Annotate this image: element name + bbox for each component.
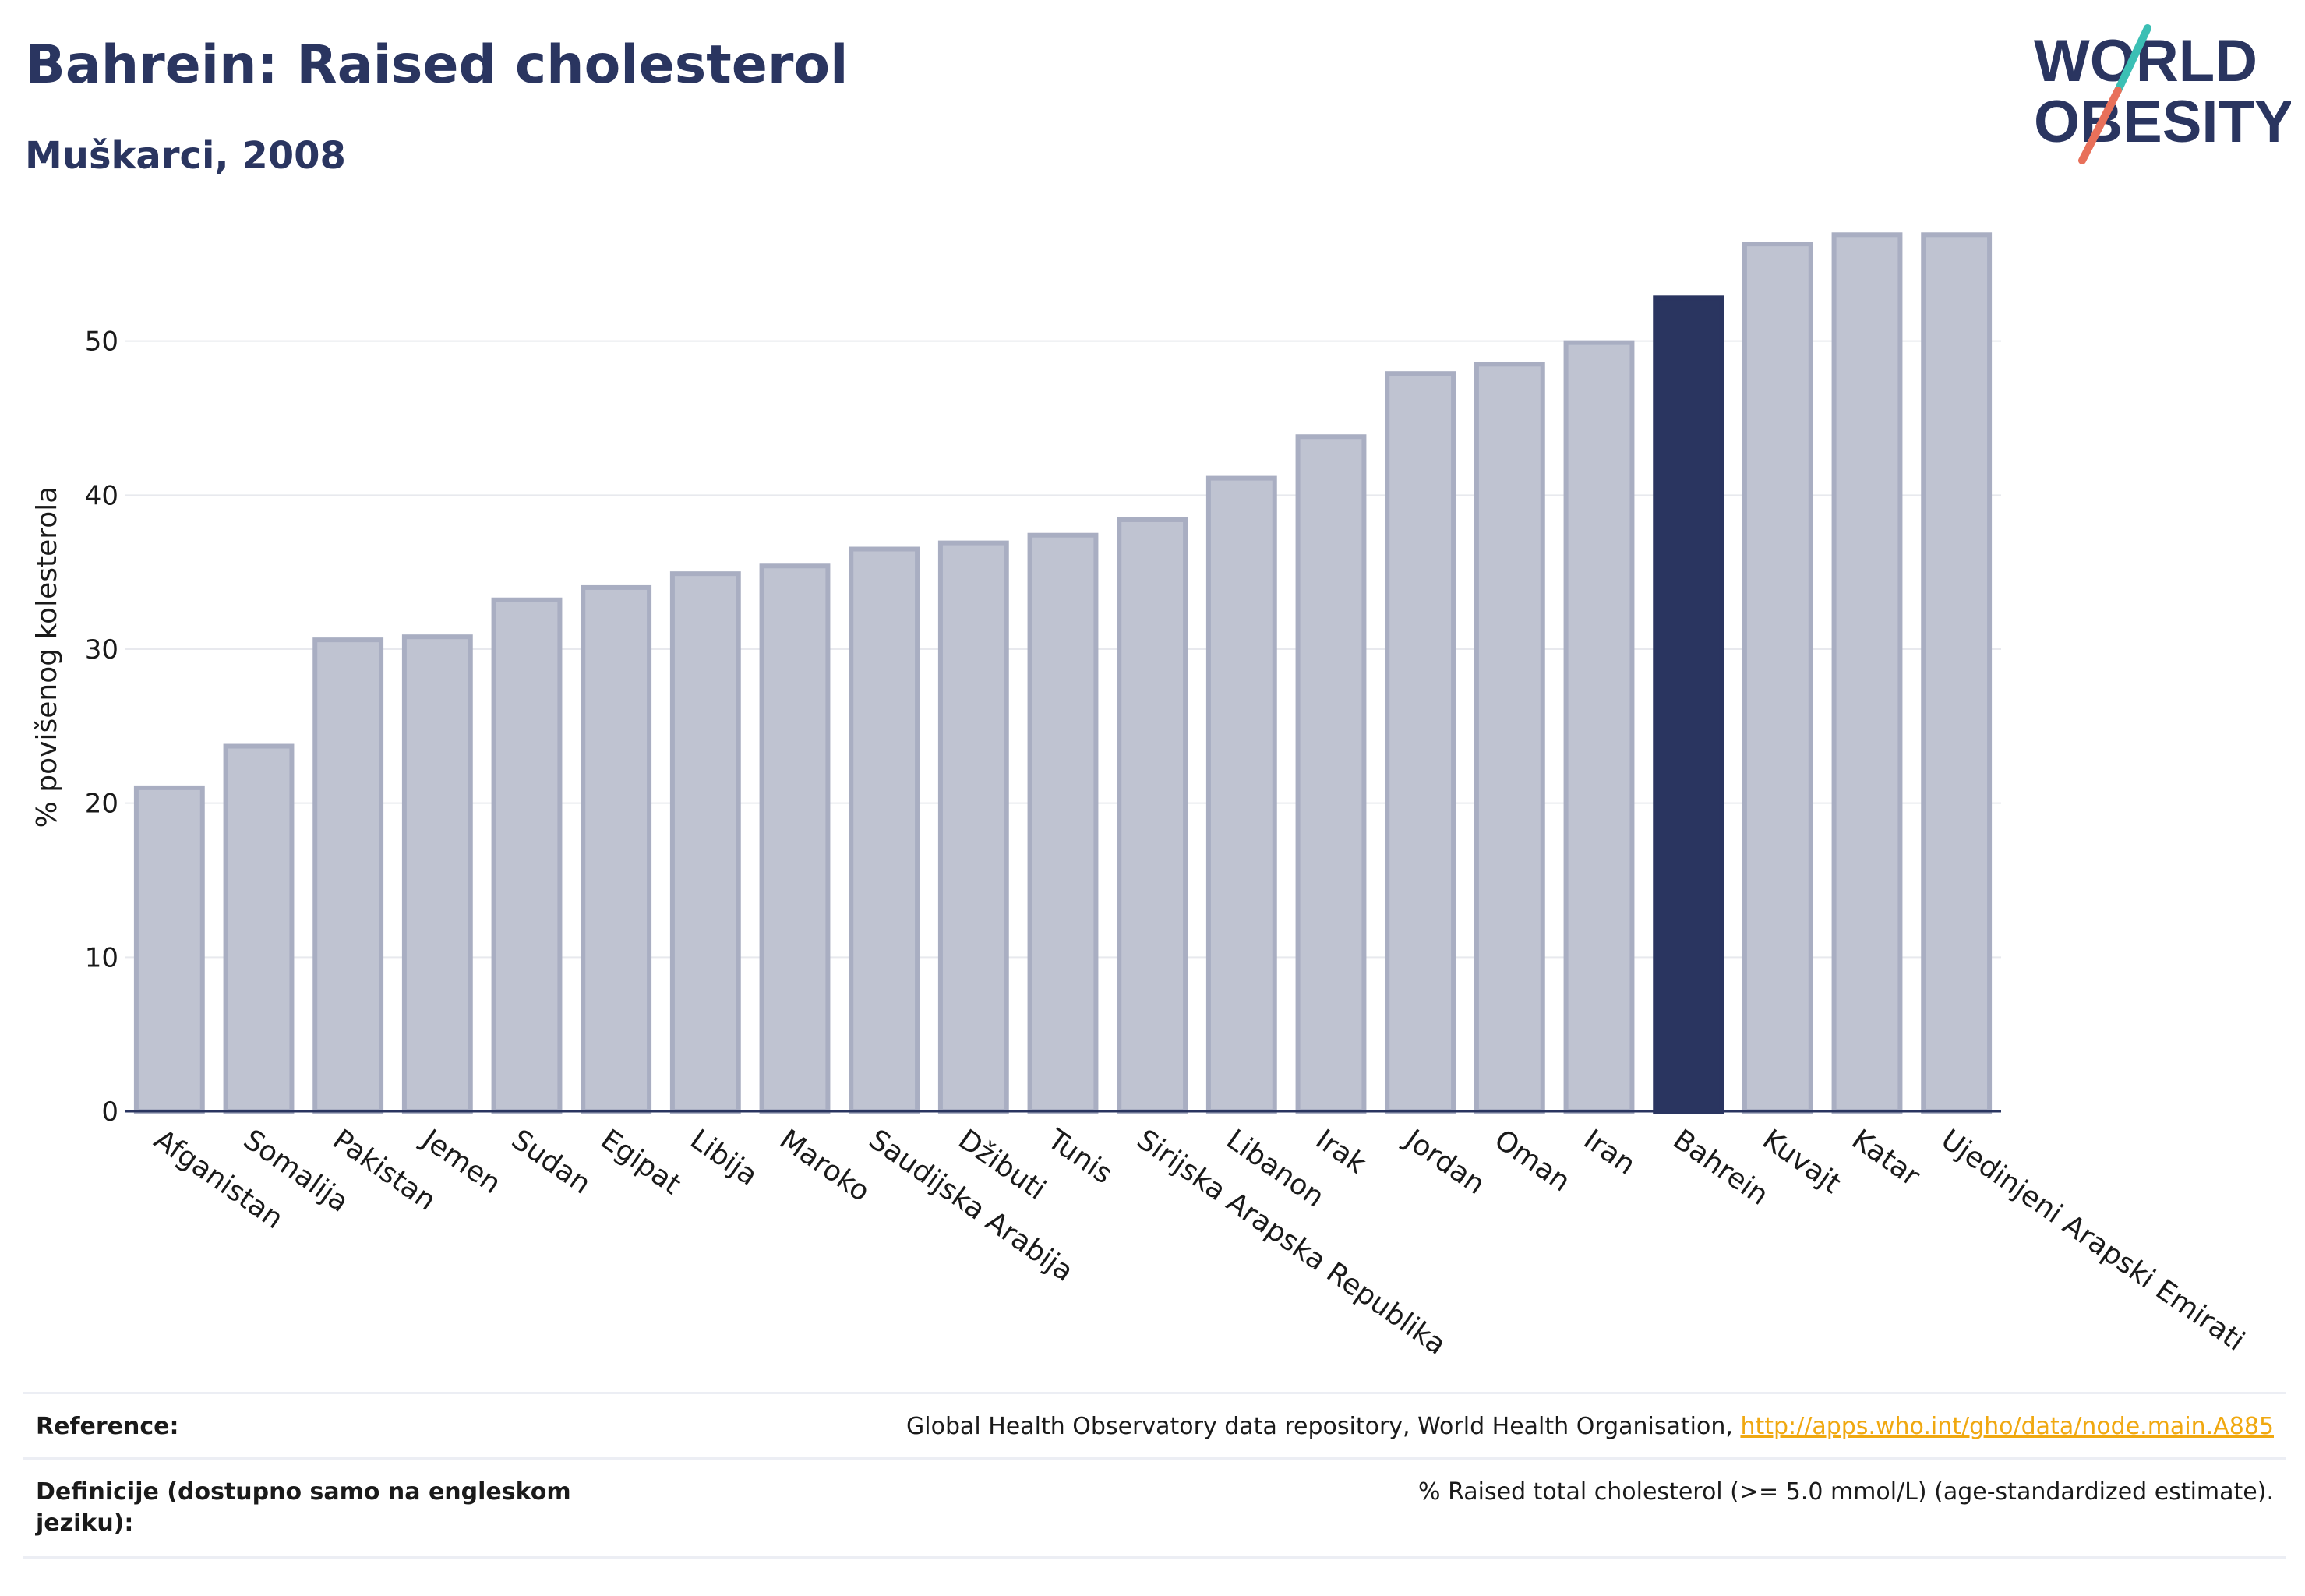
bar	[1027, 532, 1099, 1114]
bar	[581, 584, 652, 1114]
reference-value: Global Health Observatory data repositor…	[906, 1411, 2274, 1442]
x-tick-label: Iran	[1578, 1124, 1641, 1181]
bar	[133, 785, 205, 1114]
bar	[1205, 475, 1277, 1114]
x-tick-label: Bahrein	[1668, 1124, 1774, 1212]
bar	[1563, 340, 1635, 1114]
bar	[1742, 242, 1813, 1114]
bar	[223, 743, 295, 1114]
logo-slash-teal	[2114, 24, 2151, 94]
bar	[1921, 232, 1993, 1114]
y-tick-label: 30	[85, 634, 118, 666]
bar	[1653, 295, 1724, 1114]
reference-text: Global Health Observatory data repositor…	[906, 1413, 1741, 1440]
x-tick-label: Ujedinjeni Arapski Emirati	[1936, 1124, 2250, 1358]
reference-link[interactable]: http://apps.who.int/gho/data/node.main.A…	[1740, 1413, 2274, 1440]
bar	[937, 540, 1009, 1114]
x-tick-label: Katar	[1846, 1124, 1926, 1193]
x-tick-label: Egipat	[595, 1124, 687, 1201]
y-tick-label: 0	[101, 1096, 118, 1128]
logo-slash-coral	[2078, 87, 2122, 164]
bar	[1117, 517, 1188, 1114]
world-obesity-logo: WORLD OBESITY	[2034, 24, 2291, 164]
reference-label: Reference:	[36, 1413, 179, 1440]
x-tick-label: Sirijska Arapska Republika	[1131, 1124, 1452, 1361]
page-title: Bahrein: Raised cholesterol	[25, 34, 849, 96]
bar	[491, 597, 563, 1114]
bar	[1474, 362, 1545, 1114]
definition-row: Definicije (dostupno samo na engleskom j…	[23, 1457, 2286, 1559]
y-axis-label: % povišenog kolesterola	[31, 486, 63, 828]
bar	[1385, 371, 1456, 1114]
bar	[669, 571, 741, 1114]
y-tick-label: 40	[85, 480, 118, 511]
y-tick-label: 10	[85, 942, 118, 973]
x-tick-label: Sudan	[506, 1124, 596, 1201]
definition-text: % Raised total cholesterol (>= 5.0 mmol/…	[1418, 1478, 2274, 1506]
bar	[759, 563, 831, 1114]
x-tick-label: Libija	[684, 1124, 763, 1192]
x-tick-label: Tunis	[1041, 1123, 1118, 1190]
y-tick-label: 20	[85, 789, 118, 820]
definition-label: Definicije (dostupno samo na engleskom j…	[36, 1478, 571, 1537]
bar	[1831, 232, 1903, 1114]
bar	[401, 634, 473, 1114]
x-tick-label: Maroko	[774, 1124, 876, 1209]
x-tick-label: Oman	[1488, 1124, 1576, 1199]
reference-row: Reference: Global Health Observatory dat…	[23, 1392, 2286, 1460]
logo-line2: OBESITY	[2034, 89, 2291, 155]
bar	[849, 546, 920, 1114]
x-tick-label: Jordan	[1398, 1123, 1491, 1201]
footer: Reference: Global Health Observatory dat…	[23, 1392, 2286, 1563]
page-subtitle: Muškarci, 2008	[25, 134, 346, 178]
x-tick-label: Irak	[1310, 1124, 1372, 1181]
bar	[1295, 434, 1367, 1114]
y-tick-label: 50	[85, 327, 118, 358]
bar	[312, 637, 384, 1114]
